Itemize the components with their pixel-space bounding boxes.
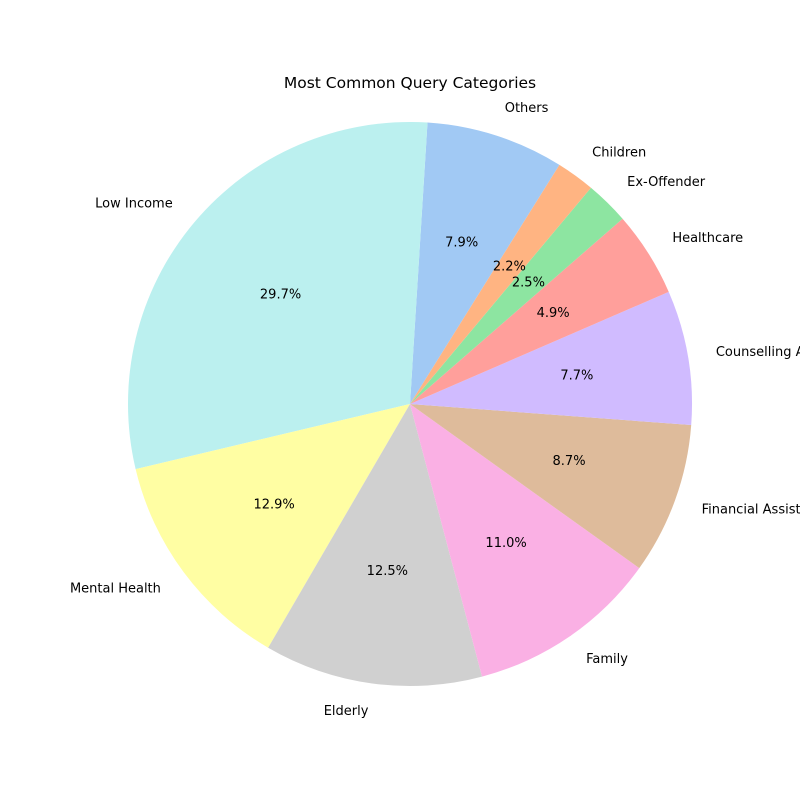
pie-slice-low-income bbox=[127, 121, 428, 470]
pie-slice-others bbox=[410, 122, 560, 405]
category-labels: Others Low Income Mental Health Elderly Fami… bbox=[70, 101, 800, 719]
percent-label-low-income: 29.7% bbox=[260, 288, 301, 303]
category-label-counselling-a: Counselling A bbox=[716, 345, 800, 360]
percent-label-elderly: 12.5% bbox=[367, 564, 408, 579]
category-label-healthcare: Healthcare bbox=[672, 231, 743, 246]
category-label-children: Children bbox=[592, 145, 646, 160]
category-label-low-income: Low Income bbox=[95, 197, 173, 212]
pie-slices bbox=[127, 121, 692, 686]
pie-slice-family bbox=[410, 404, 640, 677]
pie-slice-mental-health bbox=[135, 404, 410, 648]
chart-title: Most Common Query Categories bbox=[284, 74, 536, 92]
percent-label-family: 11.0% bbox=[485, 536, 526, 551]
pie-slice-children bbox=[410, 164, 591, 404]
percent-label-others: 7.9% bbox=[445, 235, 478, 250]
category-label-mental-health: Mental Health bbox=[70, 581, 161, 596]
percent-label-children: 2.2% bbox=[493, 260, 526, 275]
percent-label-counselling-a: 7.7% bbox=[560, 368, 593, 383]
percent-label-ex-offender: 2.5% bbox=[512, 276, 545, 291]
category-label-financial-assistance: Financial Assistance bbox=[702, 502, 800, 517]
pie-slice-financial-assistance bbox=[410, 404, 692, 569]
pie-slice-healthcare bbox=[410, 218, 669, 404]
pie-slice-counselling-a bbox=[410, 291, 692, 426]
category-label-elderly: Elderly bbox=[324, 704, 369, 719]
pie-slice-elderly bbox=[268, 404, 483, 686]
category-label-family: Family bbox=[586, 652, 628, 667]
percent-label-healthcare: 4.9% bbox=[537, 306, 570, 321]
percentage-labels: 7.9% 29.7% 12.9% 12.5% 11.0% 8.7% 7.7% 4.9% 2.5%… bbox=[253, 235, 593, 579]
category-label-ex-offender: Ex-Offender bbox=[627, 175, 706, 190]
percent-label-mental-health: 12.9% bbox=[253, 497, 294, 512]
category-label-others: Others bbox=[505, 101, 549, 116]
pie-slice-ex-offender bbox=[410, 187, 623, 404]
percent-label-financial-assistance: 8.7% bbox=[553, 454, 586, 469]
